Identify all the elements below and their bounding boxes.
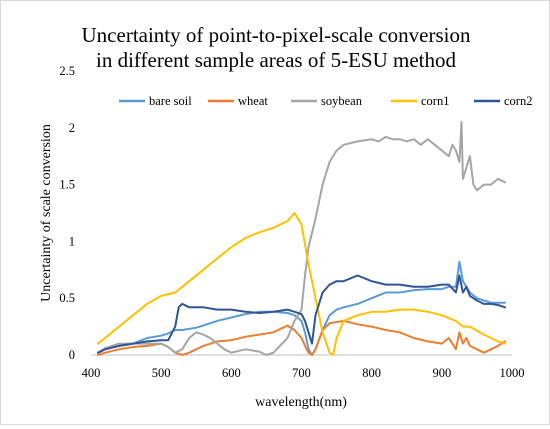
x-tick-label: 800 (362, 366, 381, 380)
x-axis-label: wavelength(nm) (255, 395, 347, 410)
chart-title-line-1: Uncertainty of point-to-pixel-scale conv… (82, 23, 471, 47)
y-tick-label: 1.5 (59, 178, 75, 192)
chart-title: Uncertainty of point-to-pixel-scale conv… (82, 23, 471, 72)
x-tick-label: 700 (292, 366, 311, 380)
series-line-soybean (97, 121, 506, 356)
series-lines (97, 121, 506, 356)
legend-label-wheat: wheat (238, 94, 268, 108)
series-line-corn2 (97, 274, 506, 354)
x-tick-label: 1000 (500, 366, 525, 380)
series-line-wheat (97, 319, 506, 356)
y-tick-label: 2.5 (59, 64, 75, 78)
x-tick-label: 900 (432, 366, 451, 380)
legend-label-bare-soil: bare soil (149, 94, 192, 108)
series-line-corn1 (97, 212, 506, 356)
y-axis-label: Uncertainty of scale conversion (39, 124, 54, 302)
legend-label-soybean: soybean (321, 94, 363, 108)
y-tick-label: 0 (69, 348, 75, 362)
chart-title-line-2: in different sample areas of 5-ESU metho… (96, 48, 457, 72)
y-tick-label: 2 (69, 121, 75, 135)
legend-label-corn1: corn1 (421, 94, 449, 108)
y-tick-label: 0.5 (59, 291, 75, 305)
legend-label-corn2: corn2 (504, 94, 532, 108)
x-tick-label: 400 (82, 366, 101, 380)
x-tick-label: 600 (222, 366, 241, 380)
y-tick-label: 1 (69, 234, 75, 248)
x-tick-label: 500 (152, 366, 171, 380)
axes: 400 500 600 700 800 900 1000 0 0.5 1 1.5 2 2.5 (59, 64, 524, 380)
legend: bare soil wheat soybean corn1 corn2 (119, 94, 532, 108)
